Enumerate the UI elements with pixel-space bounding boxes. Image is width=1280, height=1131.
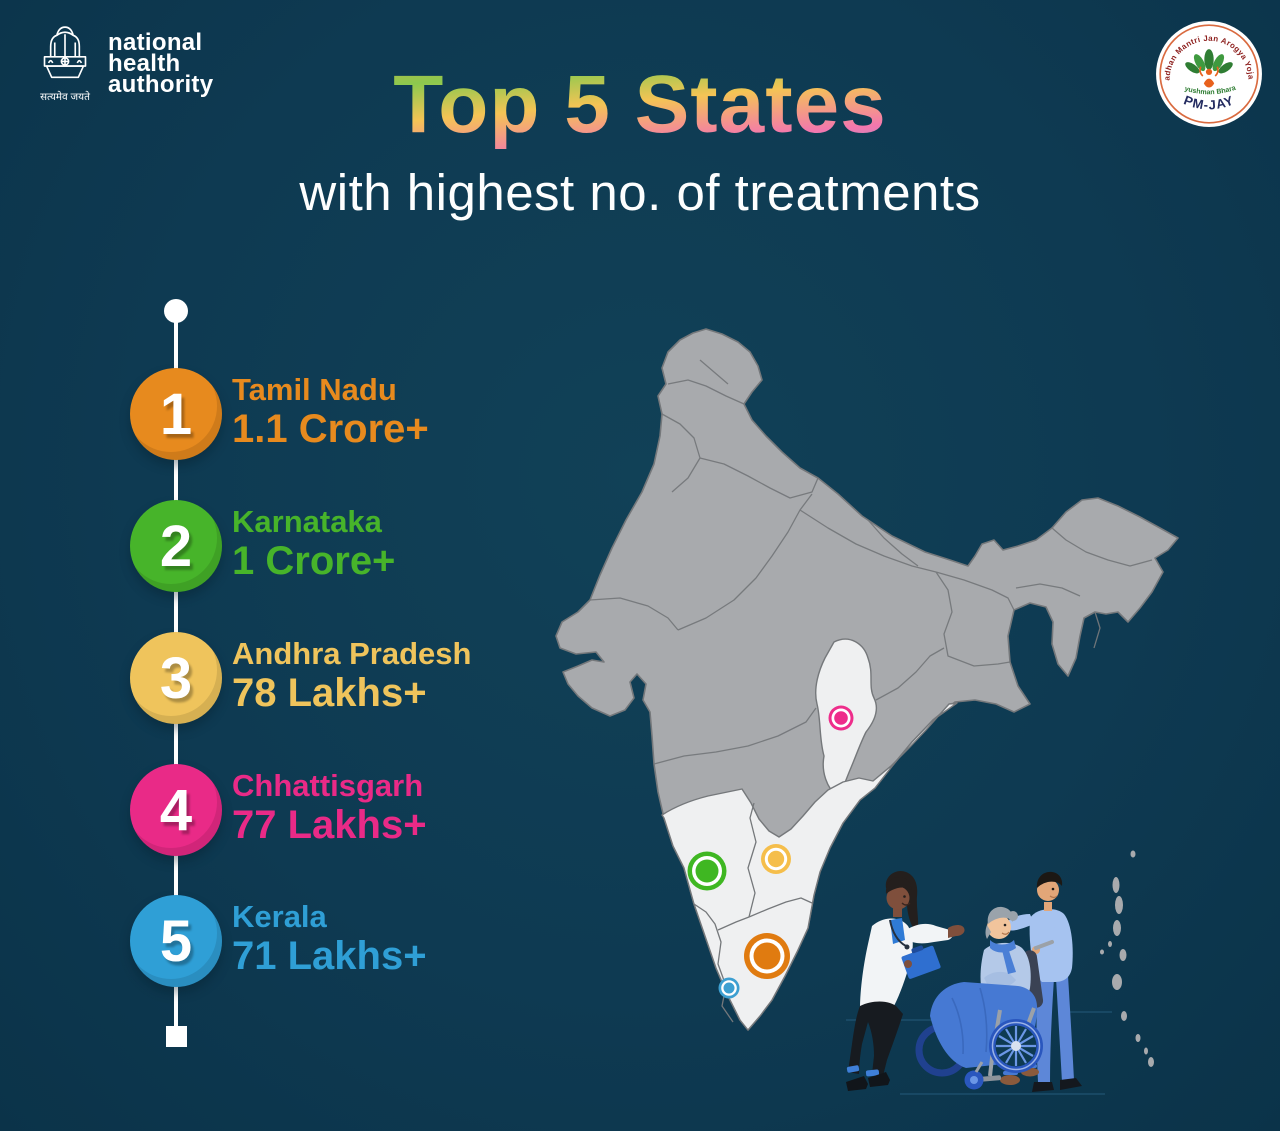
lion-capital-icon [43,26,87,79]
rank-item-kerala: 5 Kerala 71 Lakhs+ [130,895,650,987]
state-name: Tamil Nadu [232,372,397,407]
map-marker-chhattisgarh [828,705,854,731]
stethoscope [889,919,907,947]
patient-scarf [990,940,1016,953]
nha-wordmark: national health authority [108,29,213,97]
nha-logo: सत्यमेव जयते national health authority [36,22,213,111]
andaman-islands [1100,850,1154,1067]
pmjay-abbr: PM-JAY [1182,92,1235,112]
page-title: Top 5 States [0,58,1280,152]
attendant-shoe [1060,1078,1082,1090]
rank-item-karnataka: 2 Karnataka 1 Crore+ [130,500,650,592]
doctor-heel [846,1076,868,1091]
state-name: Karnataka [232,504,382,539]
doctor-arm [906,923,953,944]
rank-item-andhra-pradesh: 3 Andhra Pradesh 78 Lakhs+ [130,632,650,724]
state-value: 1 Crore+ [232,539,396,583]
pmjay-logo: Pradhan Mantri Jan Arogya Yojana Ayushma… [1152,13,1263,133]
clipboard [901,945,941,979]
india-map [555,328,1179,1067]
page-subtitle: with highest no. of treatments [299,164,981,221]
doctor-pants [848,1001,903,1076]
timeline-start-dot [164,299,188,323]
state-name: Andhra Pradesh [232,636,472,671]
state-highlight-south-block [661,702,958,1031]
doctor-shirt [890,918,905,944]
rank-item-tamil-nadu: 1 Tamil Nadu 1.1 Crore+ [130,368,650,460]
state-name: Kerala [232,899,327,934]
attendant-shoe [1032,1082,1054,1092]
doctor-hand [948,925,965,938]
rank-item-chhattisgarh: 4 Chhattisgarh 77 Lakhs+ [130,764,650,856]
map-marker-karnataka [687,851,727,891]
patient-scarf-tail [1002,948,1016,974]
wheelchair [964,1007,1043,1090]
state-value: 1.1 Crore+ [232,407,429,451]
rank-badge: 3 [130,632,222,724]
map-marker-andhra-pradesh [761,844,791,874]
doctor-heel [868,1072,890,1087]
south-state-borders [693,802,813,1023]
state-value: 71 Lakhs+ [232,934,427,978]
rank-badge: 1 [130,368,222,460]
map-marker-kerala [718,977,740,999]
healthcare-illustration [846,870,1112,1095]
state-value: 77 Lakhs+ [232,803,427,847]
state-name: Chhattisgarh [232,768,424,803]
lotus-icon [1185,49,1233,88]
doctor-figure [846,870,965,1091]
state-borders [589,359,1153,765]
svg-text:PM-JAY: PM-JAY [1182,92,1236,112]
rank-badge: 4 [130,764,222,856]
ashoka-emblem: सत्यमेव जयते [36,22,94,111]
rank-badge: 5 [130,895,222,987]
timeline-end-square [166,1026,187,1047]
map-marker-tamil-nadu [744,933,790,979]
state-value: 78 Lakhs+ [232,671,427,715]
nha-motto: सत्यमेव जयते [40,90,90,103]
rank-badge: 2 [130,500,222,592]
